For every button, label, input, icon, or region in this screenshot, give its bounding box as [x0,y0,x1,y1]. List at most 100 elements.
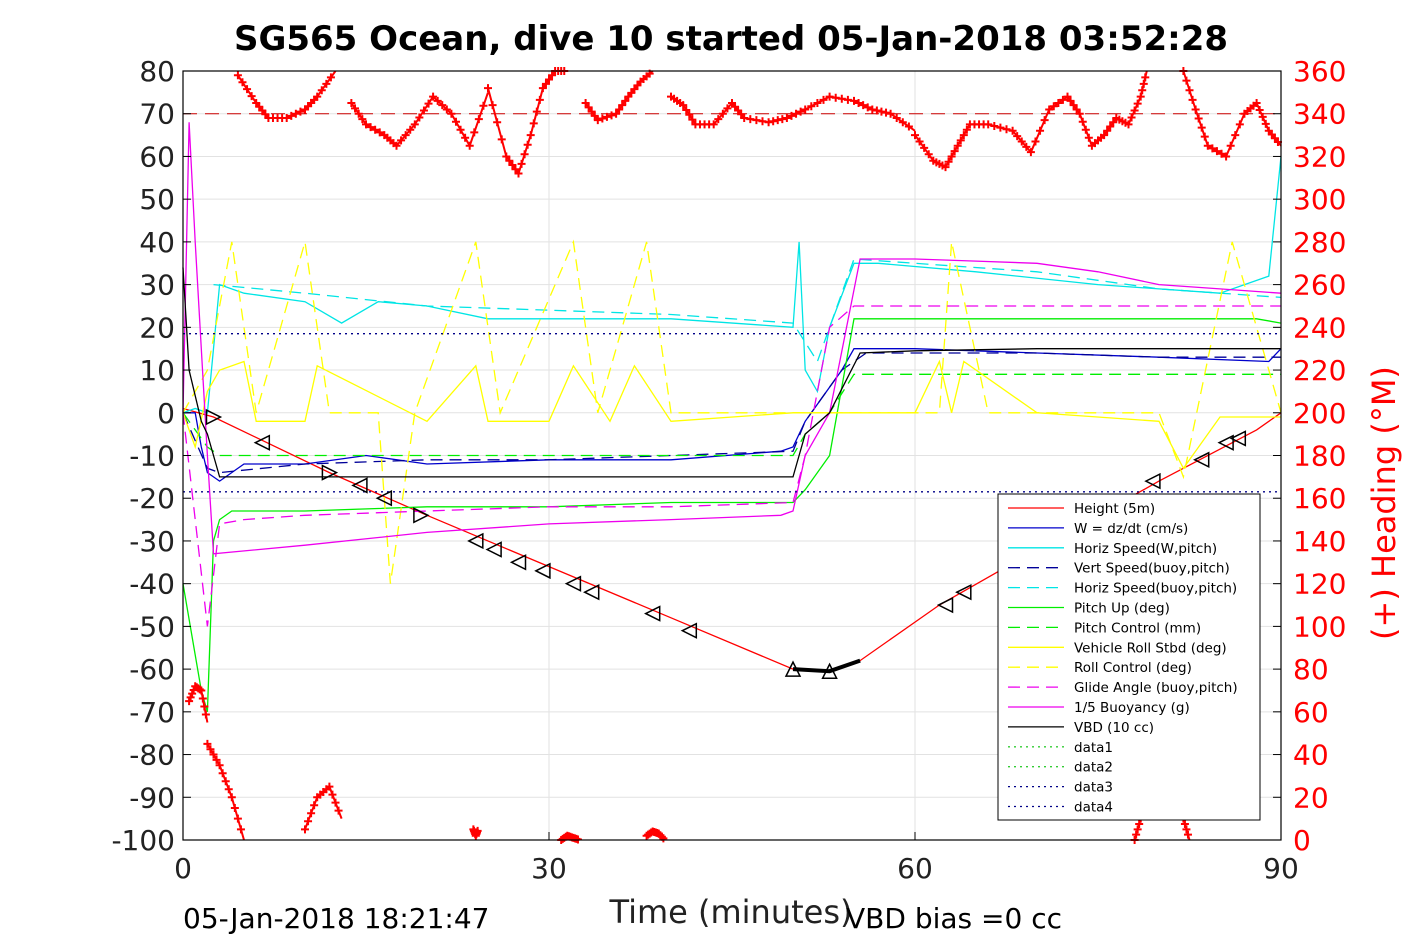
x-axis-label: Time (minutes) [609,893,853,931]
heading-point [188,689,197,698]
heading-point [493,118,502,127]
y-right-tick-label: 60 [1293,696,1329,729]
y-right-tick-label: 260 [1293,269,1346,302]
heading-point [354,109,363,118]
heading-point [520,150,529,159]
heading-point [607,111,616,120]
heading-point [598,114,607,123]
legend-label-5: Pitch Up (deg) [1074,601,1170,617]
heading-point [415,113,424,122]
legend-label-10: 1/5 Buoyancy (g) [1074,700,1190,716]
heading-point [1133,825,1142,834]
heading-point [322,79,331,88]
heading-point [1132,830,1141,839]
heading-point [203,739,212,748]
heading-point [792,109,801,118]
y-right-tick-label: 280 [1293,226,1346,259]
x-tick-label: 60 [897,852,933,885]
legend-label-8: Roll Control (deg) [1074,660,1192,676]
heading-point [310,801,319,810]
heading-point [1138,86,1147,95]
heading-point [511,165,520,174]
y-tick-label: -100 [111,824,175,857]
heading-point [819,95,828,104]
heading-point [1258,112,1267,121]
heading-point [375,128,384,137]
heading-point [941,163,950,172]
heading-point [1222,152,1231,161]
heading-point [1130,106,1139,115]
heading-point [334,806,343,815]
left-triangle-marker [253,434,271,451]
heading-point [872,106,881,115]
heading-point [233,814,242,823]
heading-point [904,122,913,131]
heading-point [1188,95,1197,104]
heading-point [541,79,550,88]
heading-point [807,102,816,111]
heading-point [778,115,787,124]
heading-point [1040,116,1049,125]
heading-point [1081,125,1090,134]
heading-point [1255,105,1264,114]
up-triangle-marker [821,662,838,679]
heading-point [201,710,210,719]
heading-point [1261,119,1270,128]
y-tick-label: 50 [139,183,175,216]
heading-point [227,793,236,802]
heading-point [718,109,727,118]
heading-point [1075,109,1084,118]
chart-title: SG565 Ocean, dive 10 started 05-Jan-2018… [234,19,1228,59]
y-tick-label: 40 [139,226,175,259]
series-line-2 [182,156,1282,414]
y-tick-label: 80 [139,55,175,88]
heading-point [915,137,924,146]
heading-point [313,92,322,101]
y-tick-label: 70 [139,98,175,131]
heading-point [959,131,968,140]
y-right-tick-label: 120 [1293,568,1346,601]
heading-point [996,123,1005,132]
heading-point [209,750,218,759]
legend-label-6: Pitch Control (mm) [1074,620,1201,636]
heading-point [529,119,538,128]
series-layer [182,67,1282,844]
legend-label-4: Horiz Speed(buoy,pitch) [1074,581,1237,597]
legend-label-2: Horiz Speed(W,pitch) [1074,541,1217,557]
y-right-tick-label: 360 [1293,55,1346,88]
heading-point [215,761,224,770]
heading-point [230,803,239,812]
heading-point [397,136,406,145]
heading-point [1180,819,1189,828]
y-right-tick-label: 220 [1293,354,1346,387]
apex-segment [792,658,861,674]
heading-point [410,120,419,129]
right-triangle-marker [205,408,223,426]
heading-point [362,120,370,129]
heading-point [612,109,621,118]
x-tick-label: 30 [531,852,567,885]
left-triangle-marker [644,605,661,622]
heading-point [392,141,401,150]
left-triangle-marker [583,583,600,601]
y-right-tick-label: 0 [1293,824,1311,857]
heading-point [584,103,593,112]
y-tick-label: -10 [129,440,175,473]
y-right-tick-label: 40 [1293,739,1329,772]
heading-point [950,147,959,156]
heading-point [801,105,810,114]
heading-point [247,92,256,101]
right-triangle-marker [413,507,430,524]
heading-point [1022,142,1031,151]
y-tick-label: 10 [139,354,175,387]
heading-point [1226,141,1235,150]
series-line-6 [182,373,1281,457]
heading-point [1109,118,1118,127]
y-right-tick-label: 300 [1293,183,1346,216]
heading-point [545,75,553,84]
y-right-tick-label: 240 [1293,311,1346,344]
heading-point [618,101,627,110]
heading-point [709,120,718,129]
heading-point [1139,79,1148,88]
